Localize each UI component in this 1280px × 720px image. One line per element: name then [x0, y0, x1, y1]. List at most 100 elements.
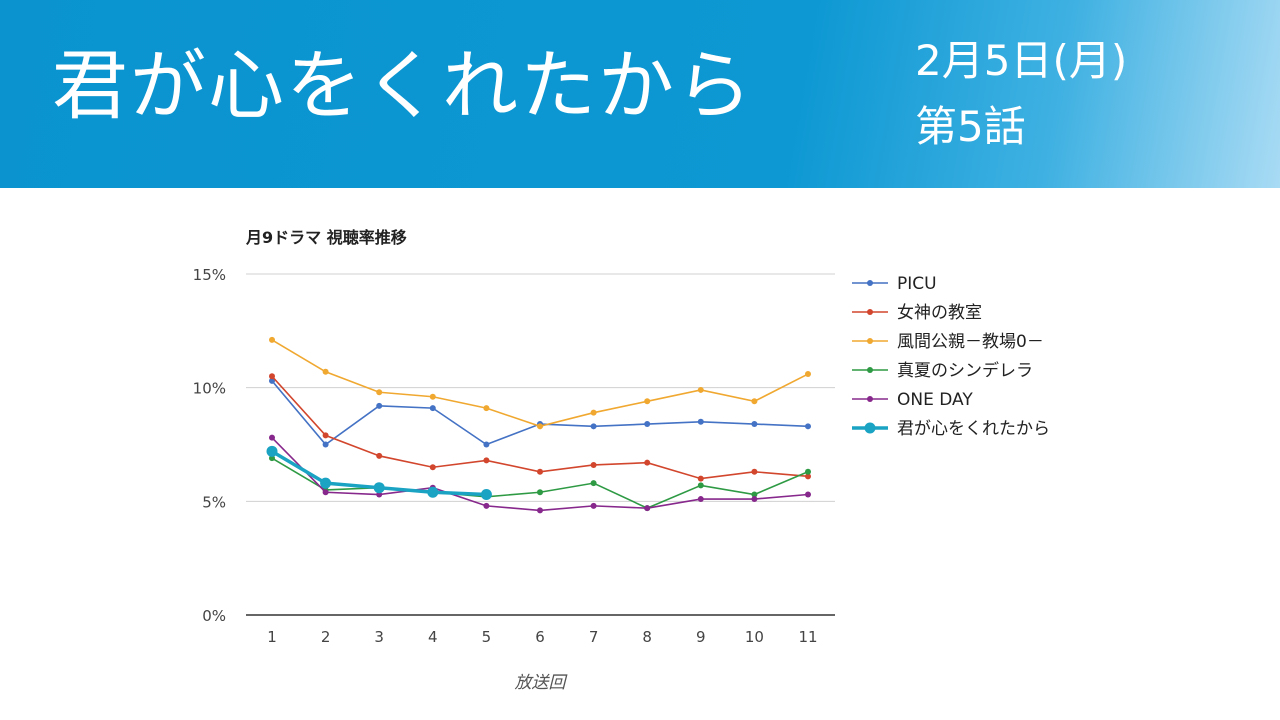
series-女神の教室 [269, 373, 811, 482]
data-point [644, 459, 651, 466]
data-point [805, 491, 811, 498]
data-point [805, 473, 811, 480]
legend-label: ONE DAY [897, 390, 973, 410]
data-point [483, 502, 490, 509]
data-point [805, 423, 811, 430]
data-point [376, 402, 383, 409]
data-point [376, 389, 383, 396]
legend-item: 真夏のシンデレラ [852, 360, 1033, 381]
x-tick-label: 5 [482, 628, 492, 646]
data-point [322, 489, 329, 496]
legend-swatch-marker [867, 280, 873, 286]
data-point [644, 505, 651, 512]
data-point [644, 398, 651, 405]
data-point [805, 468, 811, 475]
legend-swatch-marker [867, 309, 873, 315]
data-point [537, 468, 543, 475]
data-point [376, 491, 383, 498]
data-point [751, 491, 758, 498]
x-tick-label: 2 [321, 628, 331, 646]
series-君が心をくれたから [266, 445, 492, 501]
data-point [751, 398, 758, 405]
data-point [590, 480, 597, 487]
series-line [271, 339, 809, 428]
data-point [429, 405, 436, 412]
x-tick-label: 6 [535, 628, 545, 646]
data-point [483, 457, 490, 464]
x-tick-label: 10 [745, 628, 764, 646]
data-point [537, 489, 543, 496]
x-tick-label: 8 [642, 628, 652, 646]
data-point [322, 368, 329, 375]
y-tick-label: 15% [193, 266, 226, 284]
data-point [697, 482, 704, 489]
series-lines [266, 336, 811, 514]
data-point [429, 393, 436, 400]
x-tick-label: 9 [696, 628, 706, 646]
y-axis-ticks: 0% 5% 10% 15% [193, 266, 226, 625]
legend-item: 女神の教室 [852, 303, 982, 323]
data-point [266, 445, 278, 457]
data-point [697, 475, 704, 482]
x-tick-label: 4 [428, 628, 438, 646]
series-風間公親－教場0－ [269, 336, 811, 430]
y-tick-label: 0% [202, 607, 226, 625]
data-point [269, 455, 275, 462]
data-point [376, 452, 383, 459]
data-point [269, 434, 275, 441]
x-axis-ticks: 1 2 3 4 5 6 7 8 9 10 11 [267, 628, 817, 646]
data-point [697, 496, 704, 503]
data-point [429, 464, 436, 471]
legend-label: 女神の教室 [897, 303, 982, 323]
legend-swatch-marker [864, 422, 876, 434]
legend-item: ONE DAY [852, 390, 973, 410]
x-tick-label: 1 [267, 628, 277, 646]
data-point [590, 461, 597, 468]
legend-label: PICU [897, 274, 937, 294]
data-point [590, 502, 597, 509]
series-line [271, 380, 809, 446]
legend-label: 真夏のシンデレラ [897, 360, 1033, 381]
x-tick-label: 11 [798, 628, 817, 646]
legend-item: 君が心をくれたから [852, 419, 1050, 439]
data-point [483, 441, 490, 448]
data-point [751, 421, 758, 428]
series-真夏のシンデレラ [269, 455, 811, 512]
data-point [269, 377, 275, 384]
y-tick-label: 10% [193, 380, 226, 398]
broadcast-date: 2月5日(月) [915, 36, 1128, 85]
data-point [322, 432, 329, 439]
x-tick-label: 3 [374, 628, 384, 646]
series-line [271, 457, 809, 510]
header-banner: 君が心をくれたから 2月5日(月) 第5話 [0, 0, 1280, 188]
data-point [751, 468, 758, 475]
data-point [373, 482, 385, 494]
ratings-line-chart: 月9ドラマ 視聴率推移 0% 5% 10% 15% 1 2 3 4 5 6 7 8 9 10 11 PIC… [193, 228, 1050, 693]
legend-swatch-marker [867, 367, 873, 373]
data-point [751, 496, 758, 503]
series-ONE DAY [269, 434, 811, 514]
data-point [805, 371, 811, 378]
data-point [480, 489, 492, 501]
x-axis-label: 放送回 [515, 673, 569, 693]
data-point [269, 336, 275, 343]
legend-label: 風間公親－教場0－ [897, 332, 1044, 352]
gridlines [246, 273, 835, 616]
data-point [537, 423, 543, 430]
data-point [537, 507, 543, 514]
x-tick-label: 7 [589, 628, 599, 646]
legend-label: 君が心をくれたから [897, 419, 1050, 439]
data-point [269, 373, 275, 380]
legend-swatch-marker [867, 396, 873, 402]
data-point [697, 418, 704, 425]
legend-item: 風間公親－教場0－ [852, 332, 1044, 352]
legend-swatch-marker [867, 338, 873, 344]
legend-item: PICU [852, 274, 937, 294]
chart-title: 月9ドラマ 視聴率推移 [245, 228, 407, 247]
episode-number: 第5話 [915, 102, 1026, 151]
data-point [590, 423, 597, 430]
data-point [644, 421, 651, 428]
y-tick-label: 5% [202, 493, 226, 511]
data-point [322, 441, 329, 448]
